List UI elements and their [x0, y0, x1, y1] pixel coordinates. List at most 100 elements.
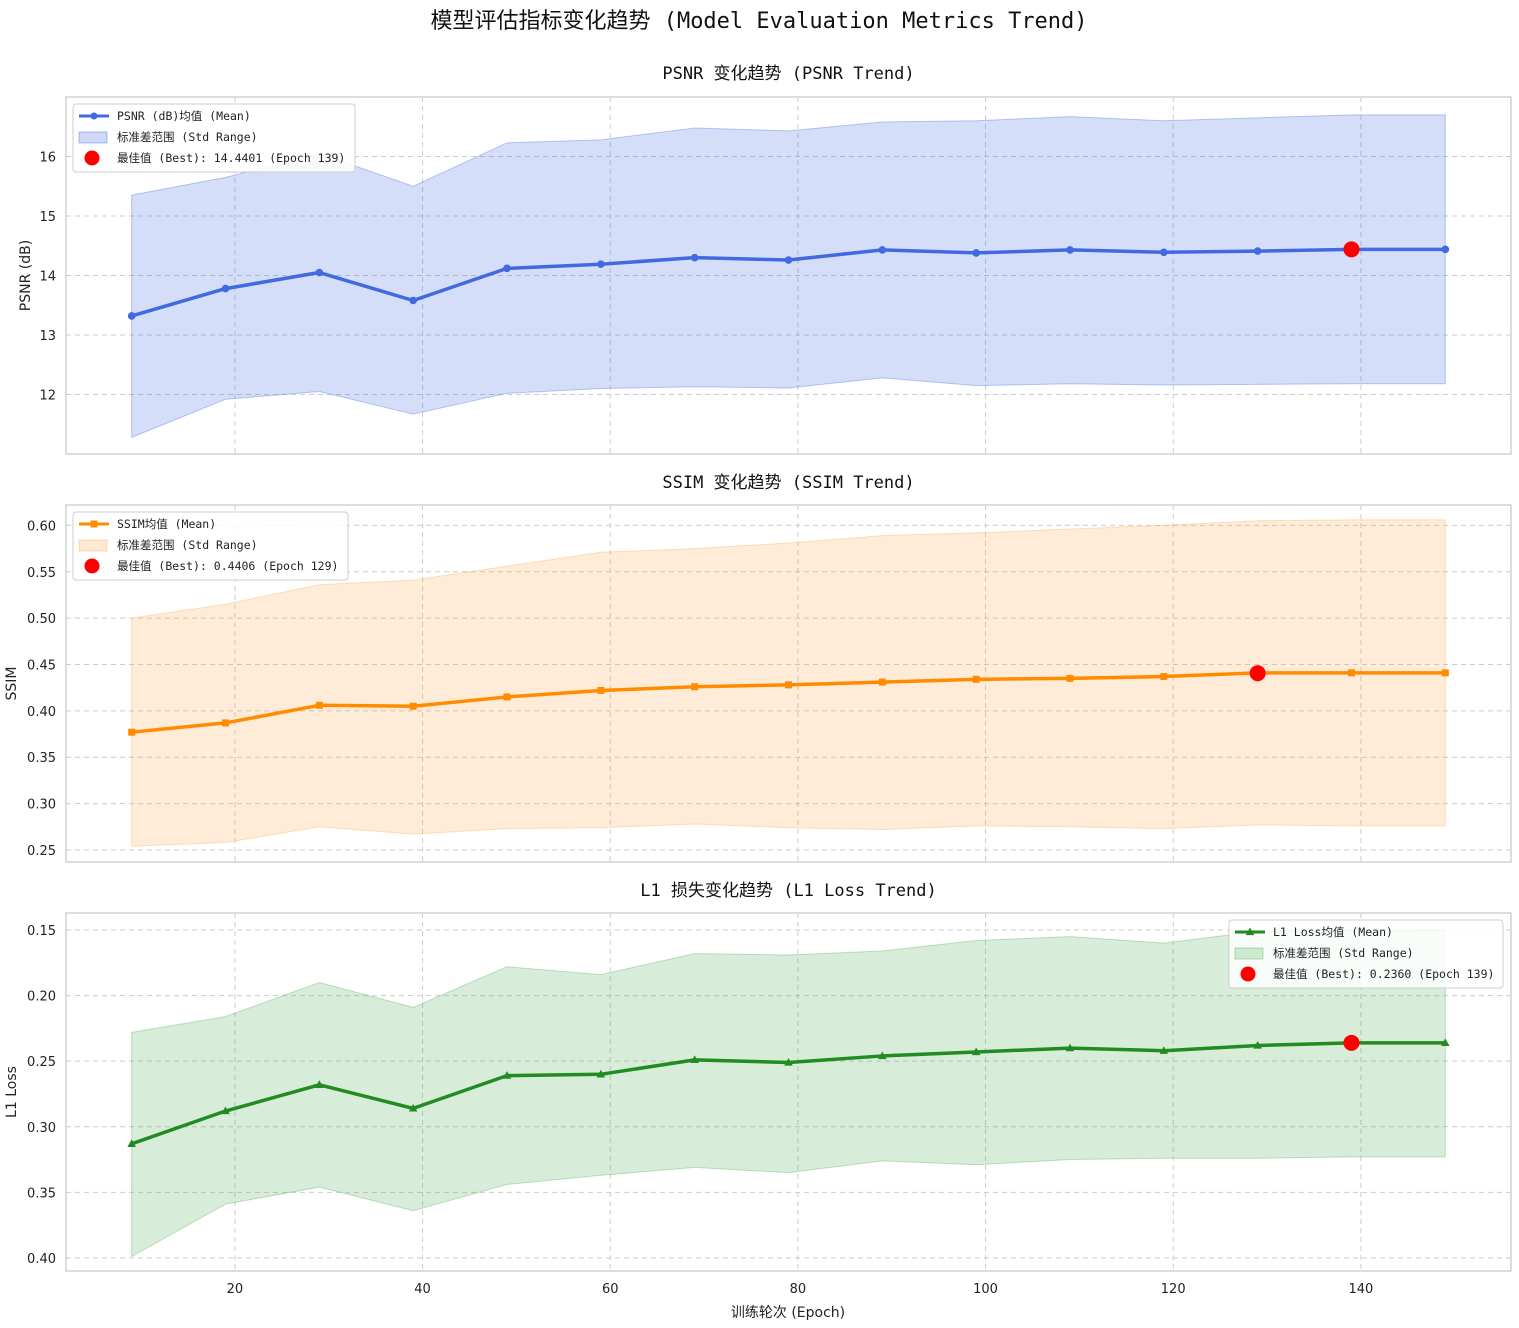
y-tick-label: 16 — [39, 151, 56, 166]
x-tick-label: 100 — [973, 1282, 998, 1297]
y-tick-label: 14 — [39, 270, 56, 285]
data-point — [784, 256, 793, 264]
data-point — [127, 1139, 136, 1147]
legend-best-marker — [84, 558, 100, 574]
legend-box — [72, 511, 349, 581]
data-point — [972, 675, 980, 683]
data-point — [1066, 674, 1074, 682]
data-point — [409, 296, 417, 305]
chart-panel-2: SSIM 变化趋势 (SSIM Trend) 0.25 0.30 0.35 0.40 0.… — [4, 473, 1512, 863]
data-point — [1441, 669, 1449, 677]
legend-std-label: 标准差范围 (Std Range) — [1273, 946, 1414, 960]
chart-panel-3: L1 损失变化趋势 (L1 Loss Trend) 0.15 0.20 0.25 0.3… — [4, 881, 1512, 1297]
data-point — [315, 701, 323, 709]
data-point — [222, 719, 230, 727]
best-point — [1343, 241, 1360, 258]
data-point — [878, 1051, 887, 1060]
legend-best-label: 最佳值 (Best): 14.4401 (Epoch 139) — [117, 151, 345, 165]
legend-best-marker — [84, 150, 100, 166]
data-point — [1441, 1038, 1450, 1046]
y-tick-label: 0.60 — [27, 519, 56, 534]
x-tick-label: 20 — [227, 1282, 244, 1297]
x-tick-label: 80 — [790, 1282, 807, 1297]
data-point — [597, 686, 605, 694]
legend-best-label: 最佳值 (Best): 0.4406 (Epoch 129) — [117, 559, 338, 573]
data-point — [1253, 1040, 1262, 1049]
data-point — [691, 683, 699, 691]
legend-std-label: 标准差范围 (Std Range) — [117, 538, 258, 552]
legend: SSIM均值 (Mean) 标准差范围 (Std Range) 最佳值 (Best)… — [72, 511, 349, 581]
y-tick-label: 0.25 — [27, 1055, 56, 1070]
y-tick-label: 0.25 — [27, 844, 56, 859]
data-point — [502, 1071, 512, 1079]
data-point — [1347, 669, 1355, 677]
y-tick-label: 15 — [39, 210, 56, 225]
chart-panel-1: PSNR 变化趋势 (PSNR Trend) 12 13 14 15 16 PSNR (dB… — [18, 64, 1512, 455]
std-range-band — [131, 929, 1446, 1258]
legend-best-marker — [1240, 966, 1256, 982]
data-point — [971, 1047, 981, 1056]
y-tick-label: 0.45 — [27, 658, 56, 673]
y-tick-label: 0.35 — [27, 751, 56, 766]
y-tick-label: 0.35 — [27, 1186, 56, 1201]
data-point — [1160, 673, 1168, 681]
legend: L1 Loss均值 (Mean) 标准差范围 (Std Range) 最佳值 (Be… — [1228, 919, 1504, 989]
legend-box — [72, 103, 356, 173]
y-axis-label: PSNR (dB) — [18, 240, 34, 311]
data-point — [596, 1069, 606, 1078]
legend-mean-label: L1 Loss均值 (Mean) — [1273, 925, 1393, 939]
legend-marker — [1245, 927, 1255, 936]
data-point — [408, 1103, 418, 1112]
data-point — [690, 1055, 699, 1064]
data-point — [878, 678, 886, 686]
y-tick-label: 0.50 — [27, 612, 56, 627]
data-point — [784, 1057, 793, 1066]
data-point — [1441, 245, 1450, 254]
legend-mean-label: SSIM均值 (Mean) — [117, 517, 216, 531]
std-range-band — [131, 114, 1446, 439]
data-point — [128, 728, 136, 736]
y-tick-label: 0.40 — [27, 705, 56, 720]
legend-box — [1228, 919, 1504, 989]
y-tick-label: 12 — [39, 389, 56, 404]
y-tick-label: 0.20 — [27, 990, 56, 1005]
data-point — [503, 693, 511, 701]
best-point — [1343, 1034, 1360, 1051]
data-point — [878, 246, 887, 254]
legend-marker — [90, 112, 98, 120]
y-axis-label: SSIM — [4, 667, 20, 701]
data-point — [972, 249, 980, 257]
data-point — [127, 312, 136, 320]
data-point — [1253, 247, 1262, 255]
y-tick-label: 0.30 — [27, 1121, 56, 1136]
data-point — [690, 253, 699, 262]
legend-marker — [90, 520, 98, 528]
panel-title: PSNR 变化趋势 (PSNR Trend) — [662, 64, 914, 84]
x-tick-label: 60 — [602, 1282, 619, 1297]
y-axis-label: L1 Loss — [4, 1066, 20, 1118]
x-tick-label: 120 — [1161, 1282, 1186, 1297]
data-point — [785, 681, 792, 689]
data-point — [221, 284, 230, 293]
legend-std-swatch — [78, 131, 108, 144]
data-point — [315, 268, 324, 277]
figure-suptitle: 模型评估指标变化趋势 (Model Evaluation Metrics Tre… — [430, 9, 1087, 34]
y-tick-label: 0.15 — [27, 924, 56, 939]
data-point — [1065, 1043, 1075, 1052]
x-tick-label: 140 — [1348, 1282, 1373, 1297]
data-point — [1159, 1046, 1169, 1054]
legend: PSNR (dB)均值 (Mean) 标准差范围 (Std Range) 最佳值 (… — [72, 103, 356, 173]
data-point — [315, 1080, 324, 1088]
y-tick-label: 0.55 — [27, 566, 56, 581]
data-point — [409, 702, 417, 710]
legend-std-swatch — [1234, 947, 1264, 960]
y-tick-label: 0.30 — [27, 798, 56, 813]
legend-mean-label: PSNR (dB)均值 (Mean) — [117, 109, 251, 123]
panel-title: SSIM 变化趋势 (SSIM Trend) — [662, 473, 914, 493]
y-tick-label: 0.40 — [27, 1252, 56, 1267]
panel-title: L1 损失变化趋势 (L1 Loss Trend) — [640, 881, 936, 901]
best-point — [1249, 665, 1266, 682]
data-point — [1066, 246, 1074, 254]
data-point — [503, 264, 511, 273]
